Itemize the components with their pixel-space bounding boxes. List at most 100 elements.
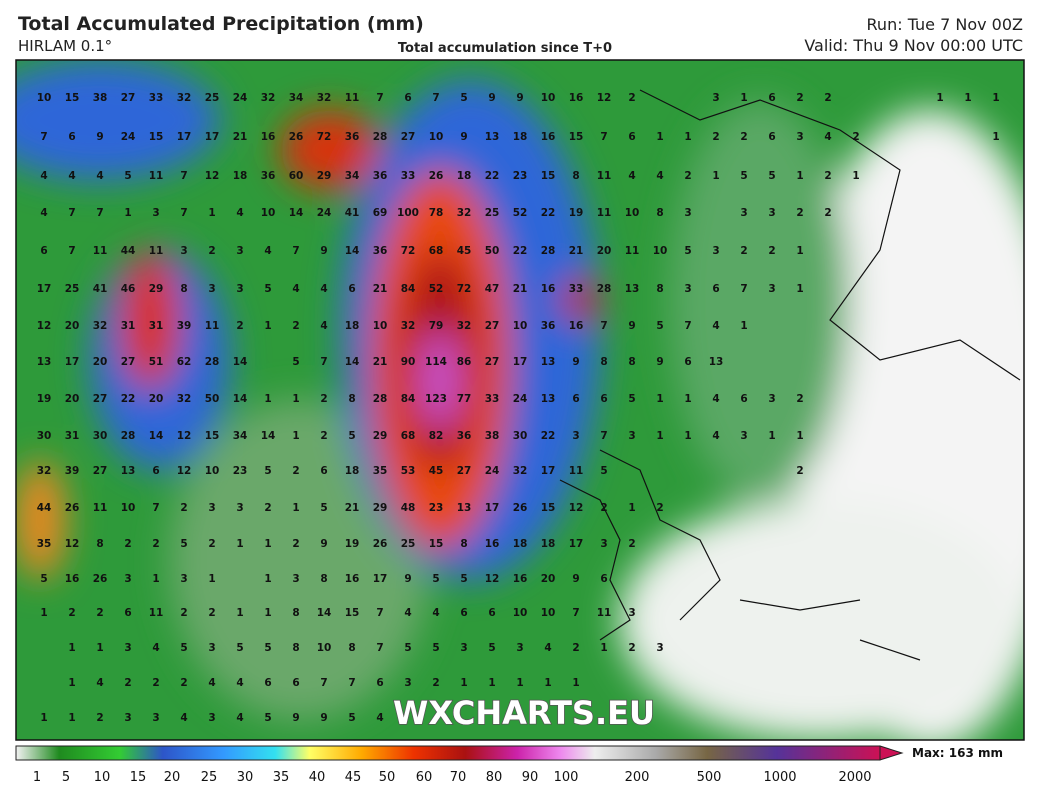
grid-value: 7 [600, 131, 607, 143]
grid-value: 17 [37, 283, 52, 295]
grid-value: 6 [124, 607, 131, 619]
grid-value: 10 [317, 642, 332, 654]
grid-value: 18 [457, 170, 472, 182]
grid-value: 1 [292, 430, 299, 442]
grid-value: 4 [96, 170, 103, 182]
grid-value: 11 [205, 320, 220, 332]
grid-value: 35 [373, 465, 388, 477]
grid-value: 32 [513, 465, 528, 477]
grid-value: 2 [712, 131, 719, 143]
grid-value: 11 [625, 245, 640, 257]
grid-value: 2 [152, 677, 159, 689]
grid-value: 52 [429, 283, 444, 295]
grid-value: 5 [768, 170, 775, 182]
grid-value: 2 [572, 642, 579, 654]
grid-value: 41 [345, 207, 360, 219]
grid-value: 5 [740, 170, 747, 182]
grid-value: 3 [180, 573, 187, 585]
grid-value: 13 [625, 283, 640, 295]
grid-value: 1 [68, 642, 75, 654]
grid-value: 11 [93, 245, 108, 257]
grid-value: 6 [768, 92, 775, 104]
map-field [16, 60, 1024, 740]
grid-value: 1 [544, 677, 551, 689]
grid-value: 2 [180, 607, 187, 619]
grid-value: 1 [740, 92, 747, 104]
grid-value: 1 [264, 320, 271, 332]
max-label: Max: 163 mm [912, 746, 1003, 760]
grid-value: 6 [40, 245, 47, 257]
grid-value: 16 [485, 538, 500, 550]
grid-value: 77 [457, 393, 472, 405]
grid-value: 20 [65, 393, 80, 405]
grid-value: 26 [93, 573, 108, 585]
grid-value: 5 [40, 573, 47, 585]
grid-value: 28 [597, 283, 612, 295]
grid-value: 2 [208, 538, 215, 550]
grid-value: 17 [177, 131, 192, 143]
grid-value: 1 [292, 393, 299, 405]
grid-value: 18 [513, 131, 528, 143]
grid-value: 31 [149, 320, 164, 332]
grid-value: 2 [180, 677, 187, 689]
grid-value: 5 [264, 642, 271, 654]
grid-value: 34 [289, 92, 304, 104]
grid-value: 5 [264, 465, 271, 477]
grid-value: 12 [37, 320, 52, 332]
grid-value: 5 [180, 642, 187, 654]
grid-value: 1 [152, 573, 159, 585]
grid-value: 26 [373, 538, 388, 550]
grid-value: 13 [37, 356, 52, 368]
grid-value: 15 [149, 131, 164, 143]
legend-tick-label: 200 [625, 770, 650, 785]
grid-value: 4 [712, 430, 719, 442]
grid-value: 15 [429, 538, 444, 550]
grid-value: 26 [429, 170, 444, 182]
grid-value: 8 [628, 356, 635, 368]
legend-tick-label: 90 [522, 770, 539, 785]
grid-value: 6 [320, 465, 327, 477]
grid-value: 5 [404, 642, 411, 654]
grid-value: 1 [796, 170, 803, 182]
grid-value: 2 [852, 131, 859, 143]
grid-value: 13 [541, 356, 556, 368]
legend-tick-label: 80 [486, 770, 503, 785]
grid-value: 7 [600, 430, 607, 442]
grid-value: 45 [457, 245, 472, 257]
grid-value: 1 [796, 245, 803, 257]
grid-value: 5 [460, 92, 467, 104]
grid-value: 15 [205, 430, 220, 442]
grid-value: 30 [37, 430, 52, 442]
grid-value: 16 [569, 320, 584, 332]
grid-value: 7 [180, 170, 187, 182]
grid-value: 11 [597, 607, 612, 619]
legend-tick-label: 20 [164, 770, 181, 785]
grid-value: 68 [429, 245, 444, 257]
grid-value: 32 [177, 92, 192, 104]
grid-value: 12 [597, 92, 612, 104]
color-bar-arrow [879, 745, 904, 761]
grid-value: 10 [541, 607, 556, 619]
grid-value: 47 [485, 283, 500, 295]
grid-value: 13 [121, 465, 136, 477]
grid-value: 2 [152, 538, 159, 550]
grid-value: 3 [768, 207, 775, 219]
grid-value: 2 [292, 538, 299, 550]
grid-value: 44 [121, 245, 136, 257]
grid-value: 2 [600, 502, 607, 514]
grid-value: 7 [348, 677, 355, 689]
grid-value: 4 [376, 712, 383, 724]
grid-value: 4 [208, 677, 215, 689]
model: HIRLAM 0.1° [18, 37, 112, 55]
grid-value: 4 [236, 677, 243, 689]
grid-value: 2 [628, 92, 635, 104]
grid-value: 21 [373, 356, 388, 368]
grid-value: 35 [37, 538, 52, 550]
legend-tick-label: 45 [345, 770, 362, 785]
grid-value: 2 [824, 170, 831, 182]
grid-value: 2 [208, 245, 215, 257]
grid-value: 7 [740, 283, 747, 295]
grid-value: 22 [121, 393, 136, 405]
grid-value: 18 [541, 538, 556, 550]
